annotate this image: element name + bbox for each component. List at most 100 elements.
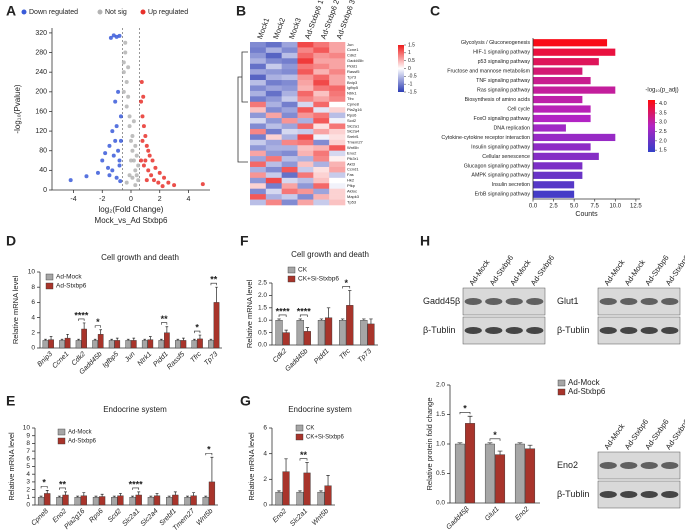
bar	[324, 485, 332, 506]
heatmap-cell	[265, 199, 282, 206]
point	[133, 168, 138, 173]
bar	[117, 495, 124, 506]
row-label: Slc2a1	[347, 123, 360, 128]
x-tick-label: Wnt5b	[195, 508, 214, 527]
heatmap-cell	[297, 123, 314, 130]
row-label: Pfkp	[347, 183, 356, 188]
y-tick-label: FoxO signaling pathway	[473, 116, 530, 122]
heatmap-cell	[313, 166, 330, 173]
heatmap-cell	[281, 128, 298, 135]
error-bar	[298, 490, 302, 493]
legend-label: Ad-Stxbp6	[68, 439, 97, 445]
x-axis-title: Counts	[575, 211, 598, 218]
error-bar	[215, 286, 218, 303]
point	[162, 175, 167, 180]
x-tick-label: Tp73	[203, 351, 219, 367]
heatmap-cell	[250, 150, 267, 157]
heatmap-cell	[281, 199, 298, 206]
error-bar	[319, 490, 323, 493]
error-bar	[277, 490, 281, 493]
bar	[114, 340, 121, 349]
significance-bracket	[78, 318, 85, 321]
row-label: Gadd45b	[347, 58, 364, 63]
y-tick-label: 9	[26, 432, 30, 439]
heatmap-cell	[297, 58, 314, 65]
heatmap-cell	[281, 85, 298, 92]
heatmap-cell	[281, 58, 298, 65]
y-tick-label: p53 signaling pathway	[478, 59, 531, 65]
heatmap-cell	[250, 107, 267, 113]
y-tick-label: 0	[263, 502, 267, 509]
error-bar	[126, 338, 130, 341]
row-label: Tfrc	[347, 96, 354, 101]
heatmap-cell	[297, 156, 314, 162]
blot-band	[620, 327, 638, 334]
heatmap-cell	[265, 80, 282, 86]
bar	[158, 340, 165, 349]
panel-label: C	[430, 3, 440, 19]
error-bar	[149, 495, 153, 498]
heatmap-cell	[281, 172, 298, 179]
bar	[533, 162, 583, 170]
colorbar-tick-label: 2.0	[659, 138, 667, 144]
error-bar	[198, 334, 202, 339]
bar	[533, 105, 591, 113]
column-label: Mock2	[271, 17, 287, 41]
heatmap-cell	[297, 42, 314, 48]
bar	[97, 334, 104, 349]
heatmap-cell	[281, 166, 298, 173]
bar	[533, 181, 575, 189]
x-tick-label: Pla2g16	[63, 508, 86, 531]
blot-band	[505, 327, 523, 334]
row-label: Eno2	[347, 150, 357, 155]
y-tick-label: DNA replication	[493, 125, 530, 131]
legend-marker	[57, 428, 66, 436]
point	[84, 174, 89, 179]
heatmap-cell	[265, 107, 282, 113]
point	[136, 178, 141, 183]
heatmap-cell	[329, 172, 346, 179]
bar	[108, 340, 115, 349]
significance-label: **	[210, 275, 218, 285]
bar	[190, 495, 197, 506]
legend-marker	[295, 433, 304, 441]
heatmap-cell	[329, 52, 346, 59]
heatmap-cell	[313, 161, 330, 168]
row-label: Tp53	[347, 199, 357, 204]
x-tick-label: Eno2	[514, 506, 531, 523]
point	[139, 80, 144, 84]
y-tick-label: HIF-1 signaling pathway	[473, 50, 530, 56]
y-tick-label: 3	[26, 479, 30, 486]
y-tick-label: Cytokine-cytokine receptor interaction	[441, 135, 530, 141]
y-axis-title: -log₁₀(Pvalue)	[13, 84, 22, 133]
heatmap-cell	[313, 58, 330, 65]
row-label: Hk2	[347, 178, 355, 183]
y-tick-label: 8	[26, 440, 30, 447]
heatmap-cell	[297, 47, 314, 54]
significance-label: *	[493, 430, 497, 440]
point	[68, 178, 73, 183]
point	[139, 99, 144, 104]
heatmap-cell	[313, 177, 330, 184]
bar	[317, 491, 325, 506]
bar	[533, 152, 599, 160]
error-bar	[118, 493, 122, 496]
x-tick-label: Igfbp5	[101, 351, 120, 370]
colorbar-tick-label: -0.5	[408, 74, 417, 80]
colorbar-tick-label: 1.5	[659, 148, 667, 154]
colorbar	[648, 100, 655, 152]
heatmap-cell	[250, 134, 267, 141]
error-bar	[82, 322, 86, 329]
point	[103, 151, 108, 156]
heatmap-cell	[329, 128, 346, 135]
heatmap-cell	[313, 183, 330, 189]
blot-row-label: β-Tublin	[557, 325, 589, 335]
heatmap-cell	[297, 63, 314, 70]
error-bar	[284, 458, 288, 472]
error-bar	[115, 337, 119, 341]
chart-title: Cell growth and death	[101, 253, 179, 262]
y-tick-label: TNF signaling pathway	[476, 78, 530, 84]
bar	[465, 423, 476, 504]
heatmap-cell	[265, 58, 282, 65]
